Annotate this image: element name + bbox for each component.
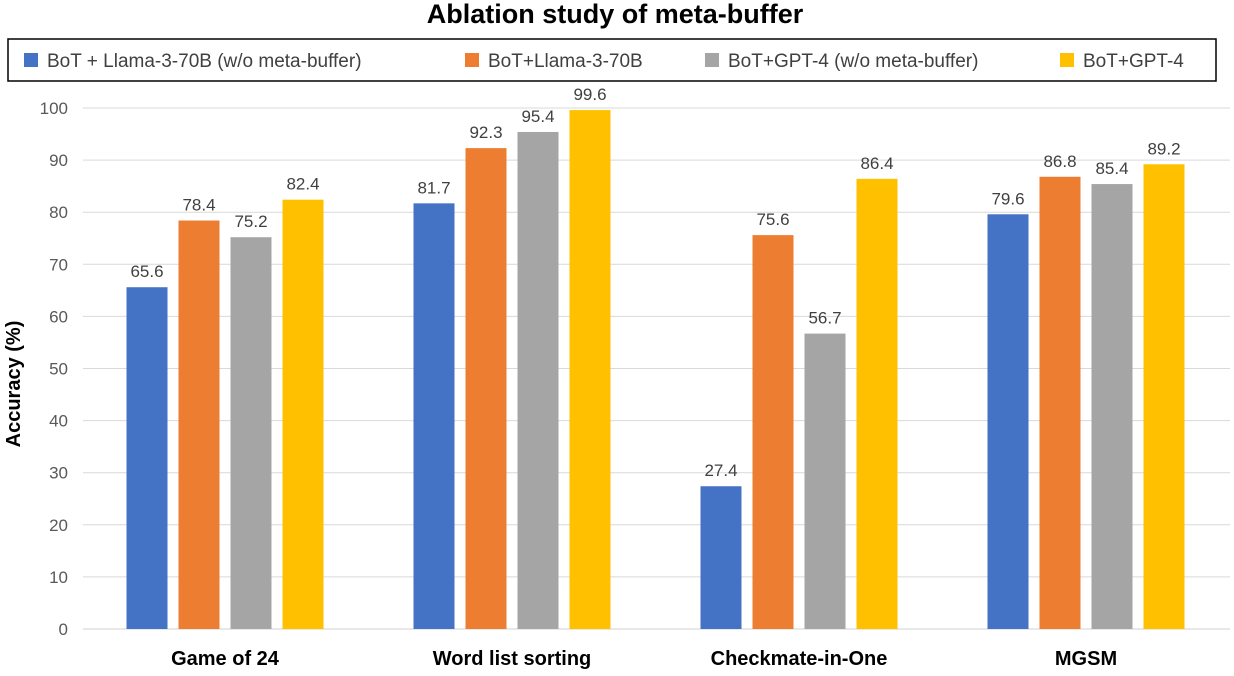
bar	[178, 220, 220, 629]
data-label: 78.4	[182, 196, 215, 215]
bars	[126, 110, 1185, 630]
legend: BoT + Llama-3-70B (w/o meta-buffer) BoT+L…	[24, 51, 1184, 72]
data-label: 75.6	[756, 210, 789, 229]
bar	[987, 214, 1029, 629]
x-axis-categories: Game of 24 Word list sorting Checkmate-in-…	[171, 648, 1117, 670]
bar	[1143, 164, 1185, 629]
legend-label: BoT + Llama-3-70B (w/o meta-buffer)	[47, 51, 362, 72]
data-label: 85.4	[1095, 159, 1128, 178]
bar	[700, 486, 742, 629]
data-label: 99.6	[573, 85, 606, 104]
bar	[126, 287, 168, 629]
legend-box	[7, 38, 1217, 82]
x-category-label: MGSM	[1055, 648, 1117, 670]
y-tick-label: 60	[49, 307, 68, 326]
bar	[752, 235, 794, 629]
chart-title: Ablation study of meta-buffer	[427, 0, 804, 29]
bar	[413, 203, 455, 629]
bar	[856, 178, 898, 629]
y-axis-label: Accuracy (%)	[3, 321, 25, 448]
y-tick-label: 50	[49, 360, 68, 379]
data-label: 79.6	[991, 189, 1024, 208]
x-category-label: Game of 24	[171, 648, 280, 670]
legend-label: BoT+GPT-4	[1083, 51, 1184, 72]
data-label: 92.3	[469, 123, 502, 142]
data-label: 56.7	[808, 309, 841, 328]
x-category-label: Word list sorting	[433, 648, 592, 670]
data-label: 82.4	[286, 175, 319, 194]
bar	[569, 110, 611, 630]
y-tick-label: 100	[40, 99, 68, 118]
data-label: 95.4	[521, 107, 554, 126]
legend-label: BoT+Llama-3-70B	[488, 51, 643, 72]
data-label: 75.2	[234, 212, 267, 231]
y-tick-label: 70	[49, 255, 68, 274]
legend-label: BoT+GPT-4 (w/o meta-buffer)	[728, 51, 978, 72]
data-label: 86.8	[1043, 152, 1076, 171]
y-tick-label: 80	[49, 203, 68, 222]
y-tick-label: 90	[49, 151, 68, 170]
legend-swatch	[1060, 53, 1074, 67]
bar	[1091, 184, 1133, 630]
bar	[517, 131, 559, 629]
data-label: 89.2	[1147, 139, 1180, 158]
legend-swatch	[465, 53, 479, 67]
bar	[230, 237, 272, 629]
y-tick-label: 0	[59, 620, 68, 639]
y-tick-label: 20	[49, 516, 68, 535]
bar	[1039, 176, 1081, 629]
data-label: 86.4	[860, 154, 893, 173]
gridlines	[83, 107, 1230, 630]
legend-swatch	[705, 53, 719, 67]
x-category-label: Checkmate-in-One	[711, 648, 888, 670]
bar	[465, 148, 507, 629]
y-tick-label: 10	[49, 568, 68, 587]
y-tick-label: 40	[49, 412, 68, 431]
bar	[282, 199, 324, 630]
data-label: 81.7	[417, 178, 450, 197]
data-label: 27.4	[704, 461, 737, 480]
data-labels: 65.6 81.7 27.4 79.6 78.4 92.3 75.6 86.8 75.2 95.4…	[130, 85, 1180, 480]
bar	[804, 333, 846, 629]
legend-swatch	[24, 53, 38, 67]
data-label: 65.6	[130, 262, 163, 281]
y-axis-ticks: 0 10 20 30 40 50 60 70 80 90 100	[40, 99, 68, 639]
y-tick-label: 30	[49, 464, 68, 483]
